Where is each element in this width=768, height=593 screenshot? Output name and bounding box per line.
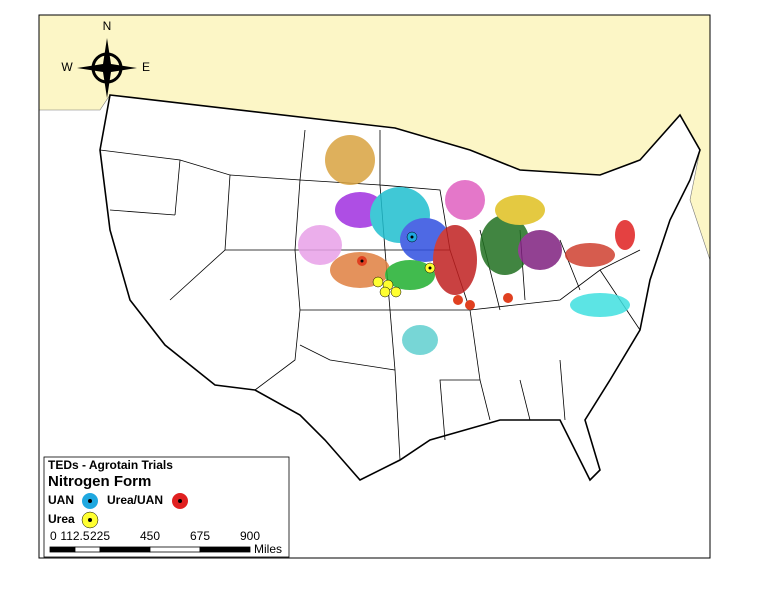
scale-label: 225 bbox=[90, 529, 110, 543]
legend-label: UAN bbox=[48, 493, 74, 507]
map-body bbox=[38, 14, 711, 559]
legend-subtitle: Nitrogen Form bbox=[48, 473, 151, 490]
scale-segment bbox=[49, 546, 76, 553]
scale-segment bbox=[74, 546, 101, 553]
scale-label: 900 bbox=[240, 529, 260, 543]
legend-title: TEDs - Agrotain Trials bbox=[48, 458, 173, 472]
scale-segment bbox=[99, 546, 151, 553]
legend-label: Urea bbox=[48, 512, 75, 526]
scale-bar: 0 112.5 225 450 675 900 bbox=[49, 529, 260, 553]
cropland-patches bbox=[298, 135, 635, 355]
compass-east: E bbox=[142, 60, 150, 74]
scale-label: 450 bbox=[140, 529, 160, 543]
scale-label: 112.5 bbox=[60, 529, 89, 543]
map-frame bbox=[38, 14, 711, 559]
scale-segment bbox=[199, 546, 251, 553]
legend-label: Urea/UAN bbox=[107, 493, 163, 507]
scale-unit: Miles bbox=[254, 542, 282, 556]
compass-west: W bbox=[61, 60, 73, 74]
compass: N W E bbox=[61, 19, 150, 98]
scale-label: 0 bbox=[50, 529, 57, 543]
legend: TEDs - Agrotain Trials Nitrogen Form UAN… bbox=[43, 456, 290, 558]
scale-segment bbox=[149, 546, 201, 553]
scale-label: 675 bbox=[190, 529, 210, 543]
compass-north: N bbox=[103, 19, 112, 33]
trial-sites bbox=[357, 231, 513, 310]
